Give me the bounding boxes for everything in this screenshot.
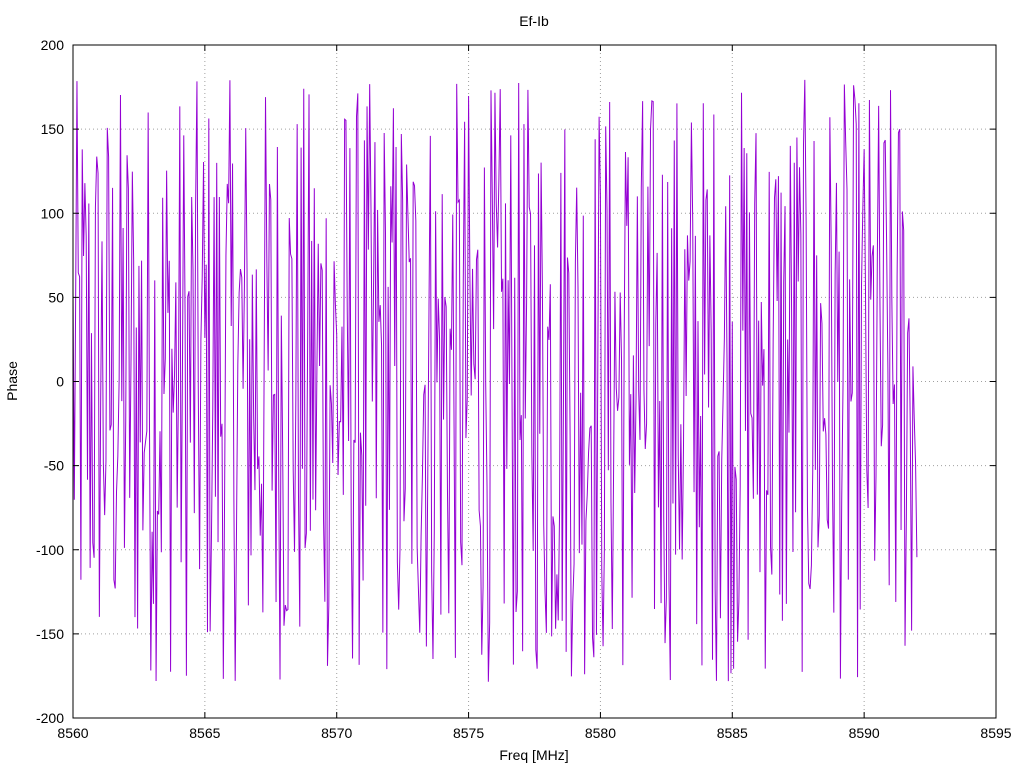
- x-tick-label: 8560: [57, 725, 88, 741]
- y-tick-label: 0: [56, 374, 64, 390]
- y-tick-label: -50: [44, 458, 64, 474]
- y-tick-label: -150: [36, 626, 64, 642]
- y-axis-label: Phase: [4, 361, 20, 401]
- x-tick-label: 8580: [585, 725, 616, 741]
- x-tick-label: 8565: [189, 725, 220, 741]
- y-tick-label: 150: [41, 121, 65, 137]
- y-tick-label: 100: [41, 205, 65, 221]
- chart-title: Ef-Ib: [519, 13, 549, 29]
- x-tick-label: 8595: [980, 725, 1011, 741]
- x-tick-label: 8570: [321, 725, 352, 741]
- y-tick-label: 50: [48, 289, 64, 305]
- series-phase: [72, 79, 918, 682]
- x-axis-ticks: 8560 8565 8570 8575 8580 8585 8590 8595: [57, 45, 1012, 741]
- x-tick-label: 8585: [717, 725, 748, 741]
- y-tick-label: 200: [41, 37, 65, 53]
- series-line: [72, 79, 918, 682]
- x-axis-label: Freq [MHz]: [499, 747, 568, 763]
- y-tick-label: -200: [36, 710, 64, 726]
- x-tick-label: 8575: [453, 725, 484, 741]
- y-tick-label: -100: [36, 542, 64, 558]
- y-axis-ticks: -200 -150 -100 -50 0 50 100 150 200: [36, 37, 996, 726]
- x-tick-label: 8590: [849, 725, 880, 741]
